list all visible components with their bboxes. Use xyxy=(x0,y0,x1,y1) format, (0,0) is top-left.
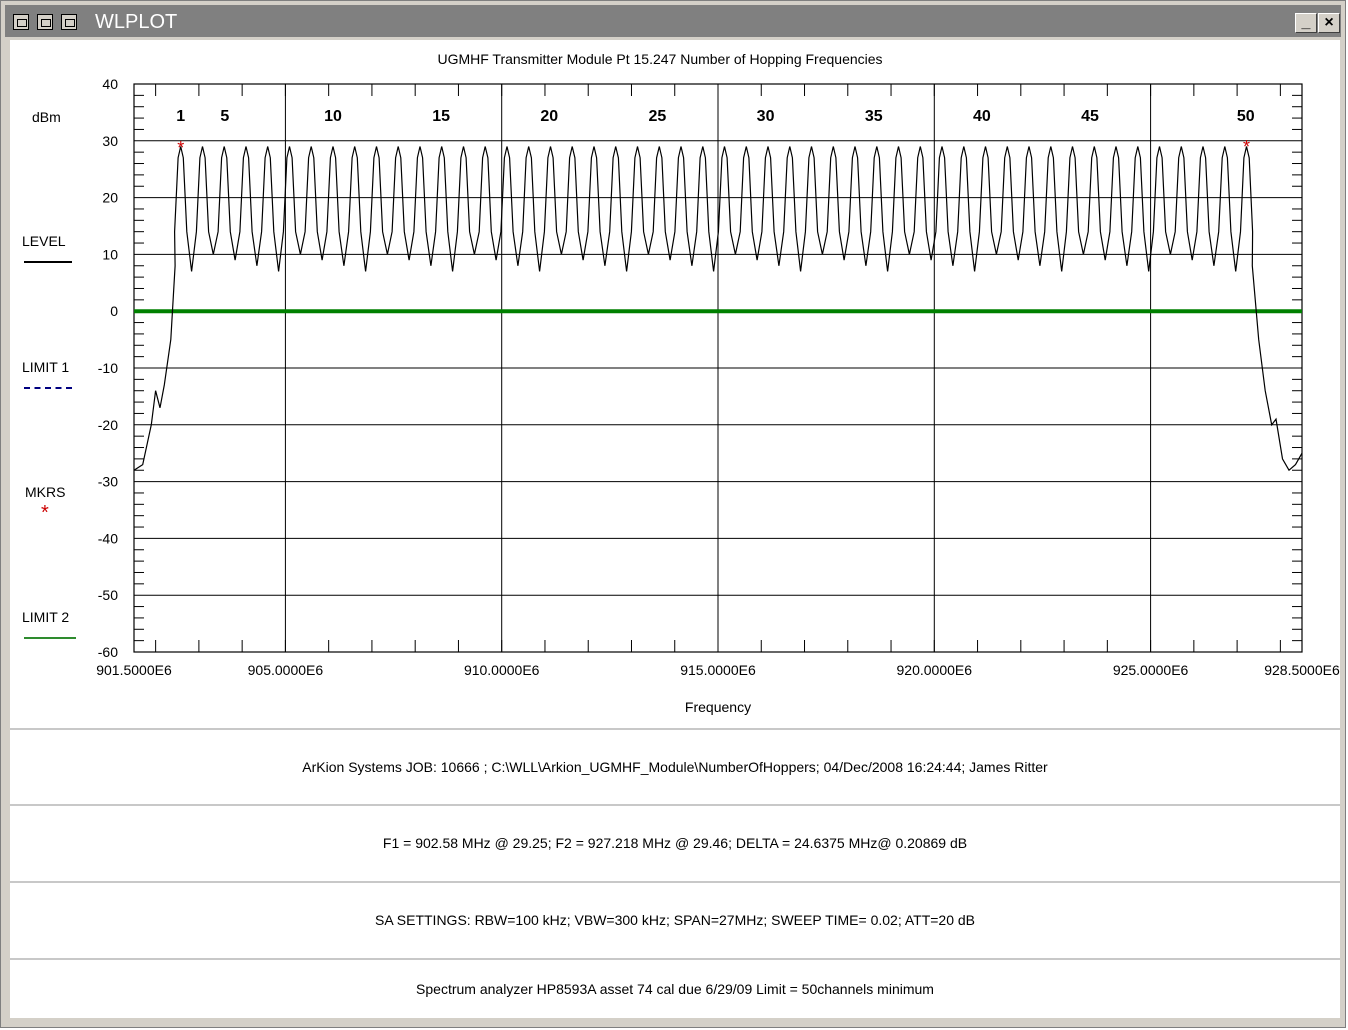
legend-level-line xyxy=(24,261,72,263)
y-tick-label: -10 xyxy=(98,360,118,376)
title-bar[interactable]: WLPLOT _ × xyxy=(5,5,1341,37)
legend-markers-label: MKRS xyxy=(25,484,66,500)
job-info-text: ArKion Systems JOB: 10666 ; C:\WLL\Arkio… xyxy=(302,759,1048,775)
marker-point: * xyxy=(177,138,184,158)
marker-info-text: F1 = 902.58 MHz @ 29.25; F2 = 927.218 MH… xyxy=(382,835,968,851)
legend-marker-symbol: * xyxy=(41,502,49,524)
legend-level-label: LEVEL xyxy=(22,233,66,249)
close-button[interactable]: × xyxy=(1318,13,1340,33)
marker-info-panel: F1 = 902.58 MHz @ 29.25; F2 = 927.218 MH… xyxy=(10,804,1340,881)
y-tick-label: 30 xyxy=(102,133,118,149)
x-tick-label: 901.5000E6 xyxy=(96,662,172,678)
x-tick-label: 905.0000E6 xyxy=(248,662,324,678)
copy-icon[interactable] xyxy=(61,14,77,30)
channel-label: 30 xyxy=(757,108,775,125)
sa-settings-panel: SA SETTINGS: RBW=100 kHz; VBW=300 kHz; S… xyxy=(10,881,1340,958)
note-text: Spectrum analyzer HP8593A asset 74 cal d… xyxy=(416,981,934,997)
channel-label: 15 xyxy=(432,108,450,125)
sa-settings-text: SA SETTINGS: RBW=100 kHz; VBW=300 kHz; S… xyxy=(374,912,976,928)
channel-label: 5 xyxy=(220,108,229,125)
channel-label: 50 xyxy=(1237,108,1255,125)
unit-label: dBm xyxy=(32,109,61,125)
x-tick-label: 928.5000E6 xyxy=(1264,662,1340,678)
minimize-button[interactable]: _ xyxy=(1295,13,1317,33)
legend-limit2-line xyxy=(24,637,76,639)
y-tick-label: -20 xyxy=(98,417,118,433)
level-trace xyxy=(133,146,1303,472)
system-menu-icon[interactable] xyxy=(13,14,29,30)
legend-limit1-line xyxy=(24,387,72,389)
y-tick-label: 10 xyxy=(102,246,118,262)
y-tick-label: -30 xyxy=(98,474,118,490)
spectrum-chart: 40 30 20 10 0 -10 -20 -30 -40 -50 -60 901.5000E6 905… xyxy=(96,76,1340,715)
y-tick-label: 0 xyxy=(110,303,118,319)
print-icon[interactable] xyxy=(37,14,53,30)
channel-label: 1 xyxy=(176,108,185,125)
y-tick-label: -60 xyxy=(98,644,118,660)
channel-label: 40 xyxy=(973,108,991,125)
chart-title: UGMHF Transmitter Module Pt 15.247 Numbe… xyxy=(437,51,883,67)
x-tick-label: 910.0000E6 xyxy=(464,662,540,678)
y-tick-label: 40 xyxy=(102,76,118,92)
x-tick-label: 915.0000E6 xyxy=(680,662,756,678)
legend-limit2-label: LIMIT 2 xyxy=(22,609,70,625)
channel-label: 20 xyxy=(540,108,558,125)
channel-label: 45 xyxy=(1081,108,1099,125)
channel-label: 35 xyxy=(865,108,883,125)
x-axis-label: Frequency xyxy=(685,699,751,715)
window-title: WLPLOT xyxy=(95,11,178,33)
channel-label: 25 xyxy=(649,108,667,125)
x-tick-label: 925.0000E6 xyxy=(1113,662,1189,678)
x-tick-label: 920.0000E6 xyxy=(897,662,973,678)
y-tick-label: 20 xyxy=(102,190,118,206)
legend-limit1-label: LIMIT 1 xyxy=(22,359,70,375)
channel-label: 10 xyxy=(324,108,342,125)
note-panel: Spectrum analyzer HP8593A asset 74 cal d… xyxy=(10,958,1340,1018)
marker-point: * xyxy=(1243,137,1250,157)
y-tick-label: -50 xyxy=(98,587,118,603)
y-tick-label: -40 xyxy=(98,530,118,546)
job-info-panel: ArKion Systems JOB: 10666 ; C:\WLL\Arkio… xyxy=(10,728,1340,804)
